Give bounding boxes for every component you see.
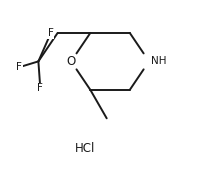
Text: O: O bbox=[67, 55, 76, 68]
Text: F: F bbox=[16, 62, 22, 72]
Text: NH: NH bbox=[151, 56, 167, 66]
Text: F: F bbox=[37, 83, 43, 93]
Text: HCl: HCl bbox=[75, 142, 96, 155]
Text: F: F bbox=[48, 28, 54, 38]
